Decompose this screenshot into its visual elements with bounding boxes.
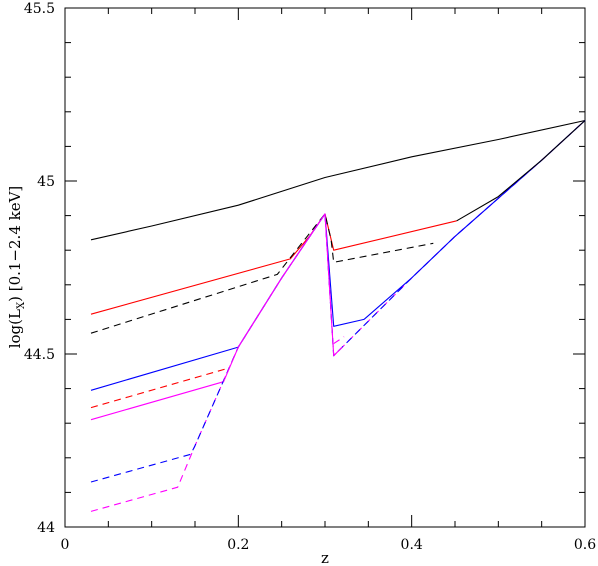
y-axis-title-main: log(L — [6, 309, 24, 348]
x-tick-label: 0.4 — [401, 537, 423, 553]
plot-frame — [64, 7, 586, 528]
y-tick-label: 45.5 — [24, 1, 55, 17]
series-line-3 — [90, 213, 365, 391]
y-axis-title: log(LX) [0.1−2.4 keV] — [6, 186, 27, 349]
y-axis-title-sub: X — [16, 301, 27, 309]
y-axis-title-tail: ) [0.1−2.4 keV] — [6, 186, 24, 302]
series-line-6 — [90, 120, 586, 512]
x-tick-label: 0.6 — [574, 537, 596, 553]
y-tick-label: 45 — [37, 174, 55, 190]
x-tick-label: 0 — [61, 537, 70, 553]
x-axis-title: z — [321, 549, 329, 566]
series-layer — [90, 119, 586, 512]
series-line-11 — [456, 120, 586, 222]
series-line-2 — [90, 213, 434, 334]
tick-labels: 0 0.2 0.4 0.6 44 44.5 45 45.5 — [24, 1, 596, 553]
y-tick-label: 44.5 — [24, 347, 55, 363]
series-line-4 — [90, 367, 230, 409]
series-line-10 — [333, 336, 345, 345]
ticks — [64, 7, 586, 528]
series-line-8 — [223, 213, 343, 382]
x-tick-label: 0.2 — [227, 537, 249, 553]
series-line-1 — [90, 213, 457, 315]
y-tick-label: 44 — [37, 520, 55, 536]
series-line-5 — [90, 381, 224, 421]
series-line-0 — [90, 119, 586, 241]
